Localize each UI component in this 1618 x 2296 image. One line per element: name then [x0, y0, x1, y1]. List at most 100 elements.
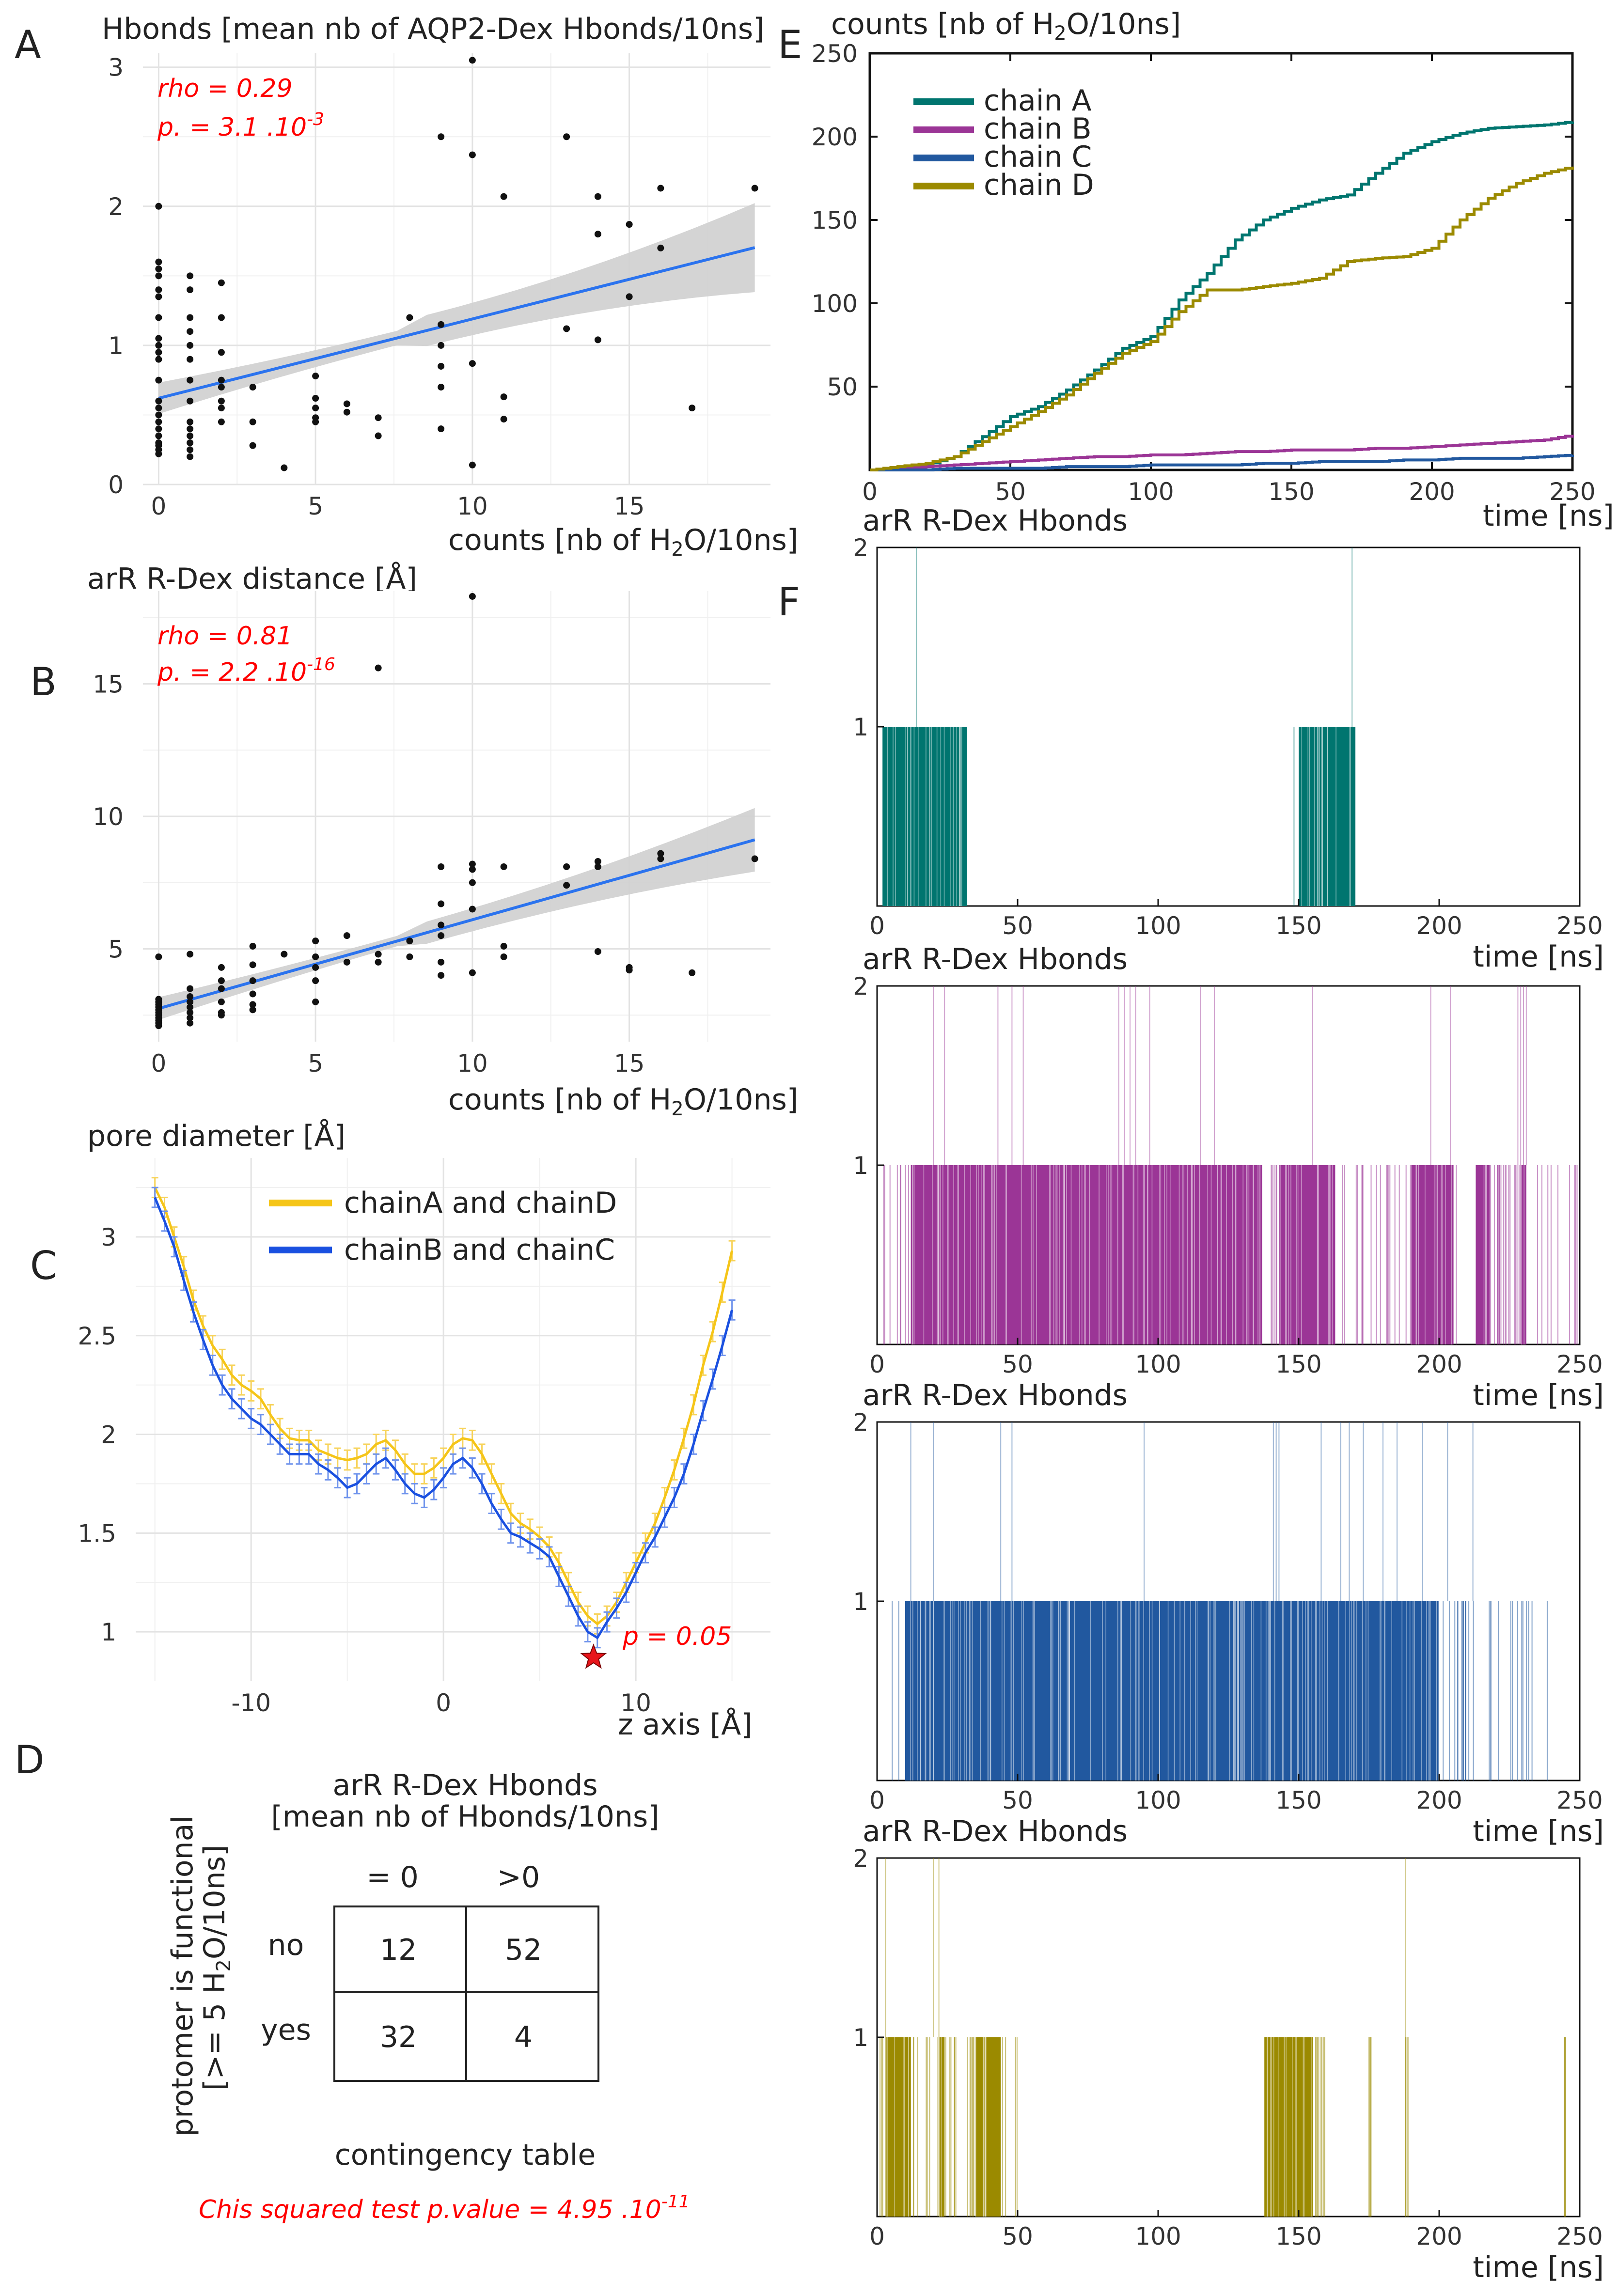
- data-point: [438, 900, 445, 907]
- data-point: [187, 272, 194, 280]
- x-tick-label: 200: [1416, 2222, 1462, 2250]
- x-tick-label: 150: [1275, 1786, 1321, 1814]
- data-point: [155, 376, 162, 384]
- x-tick-label: 150: [1268, 478, 1314, 506]
- hbond-block: [885, 2037, 911, 2217]
- x-tick-label: 250: [1556, 1786, 1602, 1814]
- data-point: [469, 906, 476, 913]
- data-point: [469, 461, 476, 469]
- x-tick-label: 0: [869, 1786, 885, 1814]
- y-tick-label: 1: [101, 1618, 116, 1646]
- data-point: [312, 937, 319, 945]
- data-point: [155, 203, 162, 210]
- data-point: [281, 464, 288, 471]
- data-point: [155, 432, 162, 439]
- data-point: [187, 356, 194, 363]
- x-tick-label: 50: [1002, 912, 1033, 940]
- panel-b-scatter: arR R-Dex distance [Å] 0 5 10 15 5 10 15 count…: [87, 562, 798, 1120]
- hbond-block: [1299, 727, 1355, 906]
- data-point: [438, 342, 445, 349]
- data-point: [500, 863, 507, 870]
- data-point: [218, 977, 225, 984]
- x-tick-label: 250: [1556, 1350, 1602, 1378]
- data-point: [187, 328, 194, 335]
- data-point: [187, 432, 194, 439]
- x-tick-label: 250: [1556, 2222, 1602, 2250]
- y-tick-label: 2: [101, 1421, 116, 1449]
- data-point: [312, 405, 319, 412]
- y-tick-label: 15: [93, 670, 124, 698]
- data-point: [312, 418, 319, 425]
- series-line: [870, 453, 1574, 471]
- data-point: [218, 405, 225, 412]
- y-tick-label: 3: [101, 1223, 116, 1251]
- y-tick-label: 50: [827, 373, 858, 401]
- data-point: [249, 384, 256, 391]
- data-point: [469, 360, 476, 367]
- data-point: [187, 998, 194, 1005]
- data-point: [187, 1009, 194, 1016]
- x-tick-label: 15: [614, 492, 645, 520]
- data-point: [155, 272, 162, 280]
- x-tick-label: 50: [1002, 2222, 1033, 2250]
- data-point: [500, 416, 507, 423]
- data-point: [438, 863, 445, 870]
- table-title-2: [mean nb of Hbonds/10ns]: [271, 1800, 659, 1834]
- x-tick-label: 5: [308, 1049, 323, 1078]
- data-point: [469, 860, 476, 868]
- legend-label: chain A: [984, 84, 1092, 118]
- data-point: [657, 855, 664, 862]
- y-tick-label: 2: [853, 534, 868, 562]
- panel-label-b: B: [30, 659, 57, 704]
- y-tick-label: 1: [853, 1588, 868, 1616]
- table-col-header-zero: = 0: [366, 1860, 419, 1894]
- panel-label-f: F: [778, 579, 800, 625]
- y-tick-label: 2.5: [78, 1322, 116, 1350]
- data-point: [187, 446, 194, 453]
- data-point: [500, 393, 507, 401]
- x-tick-label: 100: [1135, 2222, 1181, 2250]
- x-tick-label: 0: [862, 478, 878, 506]
- y-tick-label: 3: [108, 54, 124, 82]
- x-tick-label: 200: [1416, 912, 1462, 940]
- y-tick-label: 2: [108, 193, 124, 221]
- x-tick-label: 100: [1128, 478, 1174, 506]
- data-point: [218, 314, 225, 321]
- y-tick-label: 10: [93, 803, 124, 831]
- table-row-header-yes: yes: [261, 2013, 311, 2047]
- data-point: [187, 425, 194, 433]
- data-point: [594, 863, 601, 870]
- panel-b-pvalue: p. = 2.2 .10-16: [157, 655, 335, 687]
- panel-label-e: E: [778, 22, 802, 67]
- data-point: [563, 863, 570, 870]
- table-col-header-positive: >0: [497, 1860, 540, 1894]
- data-point: [187, 439, 194, 446]
- data-point: [469, 866, 476, 873]
- table-cell: 32: [380, 2020, 417, 2054]
- data-point: [249, 943, 256, 950]
- legend-label-bc: chainB and chainC: [344, 1233, 615, 1267]
- table-title-1: arR R-Dex Hbonds: [332, 1768, 597, 1802]
- data-point: [594, 231, 601, 238]
- x-tick-label: 50: [995, 478, 1026, 506]
- x-tick-label: 50: [1002, 1350, 1033, 1378]
- x-tick-label: 250: [1556, 912, 1602, 940]
- panel-e-line: counts [nb of H2O/10ns] 0 50 100 150 200 250 5…: [812, 7, 1614, 533]
- data-point: [249, 990, 256, 998]
- data-point: [218, 397, 225, 405]
- data-point: [689, 969, 696, 976]
- x-tick-label: 5: [308, 492, 323, 520]
- data-point: [500, 193, 507, 200]
- data-point: [187, 453, 194, 460]
- track-title: arR R-Dex Hbonds: [863, 1814, 1128, 1848]
- data-point: [312, 998, 319, 1005]
- data-point: [751, 855, 758, 862]
- data-point: [187, 1014, 194, 1021]
- y-tick-label: 2: [853, 1844, 868, 1873]
- series-line: [870, 435, 1574, 471]
- panel-label-a: A: [15, 22, 41, 67]
- data-point: [218, 384, 225, 391]
- data-point: [187, 418, 194, 425]
- x-tick-label: 0: [436, 1689, 451, 1717]
- data-point: [281, 951, 288, 958]
